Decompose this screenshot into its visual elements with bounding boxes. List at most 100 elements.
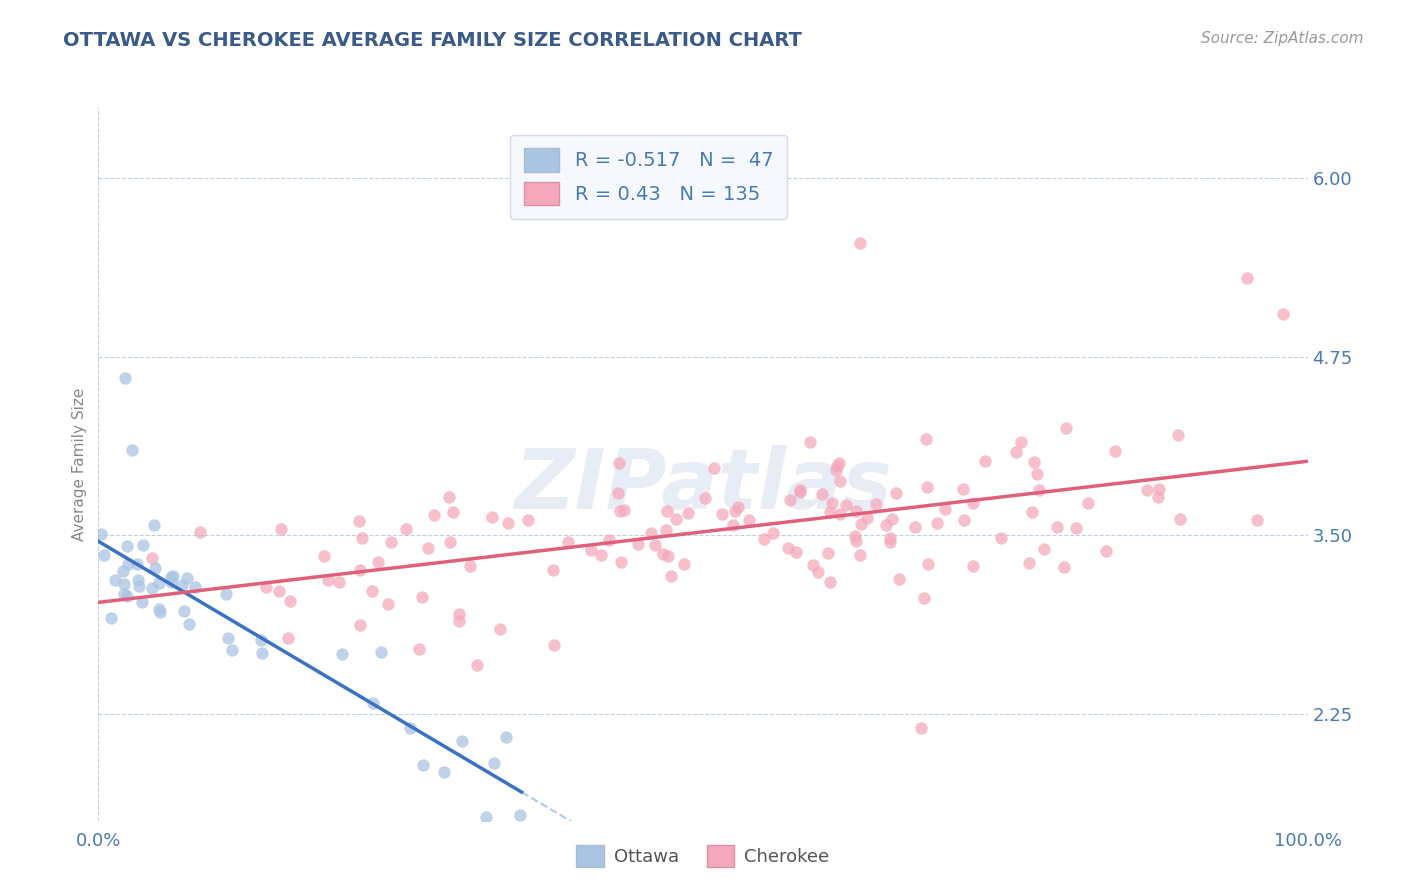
Point	[598, 533, 620, 548]
Point	[557, 535, 579, 549]
Point	[474, 810, 496, 824]
Point	[610, 555, 633, 569]
Point	[789, 483, 811, 498]
Legend: Ottawa, Cherokee: Ottawa, Cherokee	[569, 838, 837, 874]
Point	[250, 646, 273, 660]
Point	[141, 581, 163, 595]
Point	[143, 561, 166, 575]
Point	[738, 512, 761, 526]
Point	[1077, 496, 1099, 510]
Point	[962, 496, 984, 510]
Point	[845, 533, 868, 548]
Point	[710, 507, 733, 521]
Point	[579, 542, 602, 557]
Point	[395, 523, 418, 537]
Point	[875, 517, 897, 532]
Point	[176, 571, 198, 585]
Point	[433, 764, 456, 779]
Point	[112, 586, 135, 600]
Point	[904, 520, 927, 534]
Point	[131, 595, 153, 609]
Point	[789, 484, 811, 499]
Point	[148, 602, 170, 616]
Point	[217, 631, 239, 645]
Point	[1021, 505, 1043, 519]
Point	[606, 485, 628, 500]
Point	[332, 647, 354, 661]
Point	[693, 491, 716, 505]
Point	[270, 522, 292, 536]
Point	[934, 502, 956, 516]
Point	[917, 557, 939, 571]
Point	[115, 589, 138, 603]
Point	[437, 491, 460, 505]
Point	[776, 541, 799, 555]
Point	[672, 557, 695, 571]
Point	[884, 486, 907, 500]
Point	[439, 534, 461, 549]
Point	[655, 523, 678, 537]
Point	[1028, 483, 1050, 498]
Point	[543, 638, 565, 652]
Point	[779, 493, 801, 508]
Point	[1094, 544, 1116, 558]
Point	[627, 537, 650, 551]
Point	[173, 604, 195, 618]
Point	[1147, 482, 1170, 496]
Point	[879, 531, 901, 545]
Point	[100, 611, 122, 625]
Legend: R = -0.517   N =  47, R = 0.43   N = 135: R = -0.517 N = 47, R = 0.43 N = 135	[510, 135, 787, 219]
Point	[127, 557, 149, 571]
Point	[370, 645, 392, 659]
Point	[752, 532, 775, 546]
Point	[159, 570, 181, 584]
Point	[865, 497, 887, 511]
Point	[974, 454, 997, 468]
Point	[1147, 491, 1170, 505]
Point	[1005, 445, 1028, 459]
Point	[1026, 467, 1049, 481]
Point	[609, 504, 631, 518]
Point	[785, 545, 807, 559]
Point	[423, 508, 446, 522]
Point	[449, 614, 471, 628]
Text: Source: ZipAtlas.com: Source: ZipAtlas.com	[1201, 31, 1364, 46]
Text: ZIPatlas: ZIPatlas	[515, 445, 891, 525]
Point	[451, 733, 474, 747]
Point	[849, 235, 872, 250]
Point	[132, 538, 155, 552]
Point	[112, 564, 135, 578]
Point	[360, 584, 382, 599]
Point	[856, 511, 879, 525]
Point	[818, 505, 841, 519]
Point	[214, 587, 236, 601]
Point	[607, 457, 630, 471]
Point	[640, 526, 662, 541]
Point	[1018, 557, 1040, 571]
Point	[117, 557, 139, 571]
Point	[657, 549, 679, 563]
Point	[655, 504, 678, 518]
Point	[849, 517, 872, 532]
Point	[1246, 513, 1268, 527]
Point	[830, 474, 852, 488]
Point	[801, 558, 824, 573]
Point	[844, 529, 866, 543]
Point	[90, 526, 112, 541]
Point	[482, 756, 505, 770]
Point	[269, 583, 291, 598]
Point	[1032, 542, 1054, 557]
Point	[727, 500, 749, 515]
Point	[665, 512, 688, 526]
Point	[880, 512, 903, 526]
Point	[250, 632, 273, 647]
Point	[458, 559, 481, 574]
Point	[910, 721, 932, 735]
Point	[114, 371, 136, 385]
Point	[678, 506, 700, 520]
Point	[1272, 307, 1295, 321]
Point	[316, 573, 339, 587]
Point	[495, 730, 517, 744]
Point	[962, 559, 984, 574]
Point	[399, 721, 422, 735]
